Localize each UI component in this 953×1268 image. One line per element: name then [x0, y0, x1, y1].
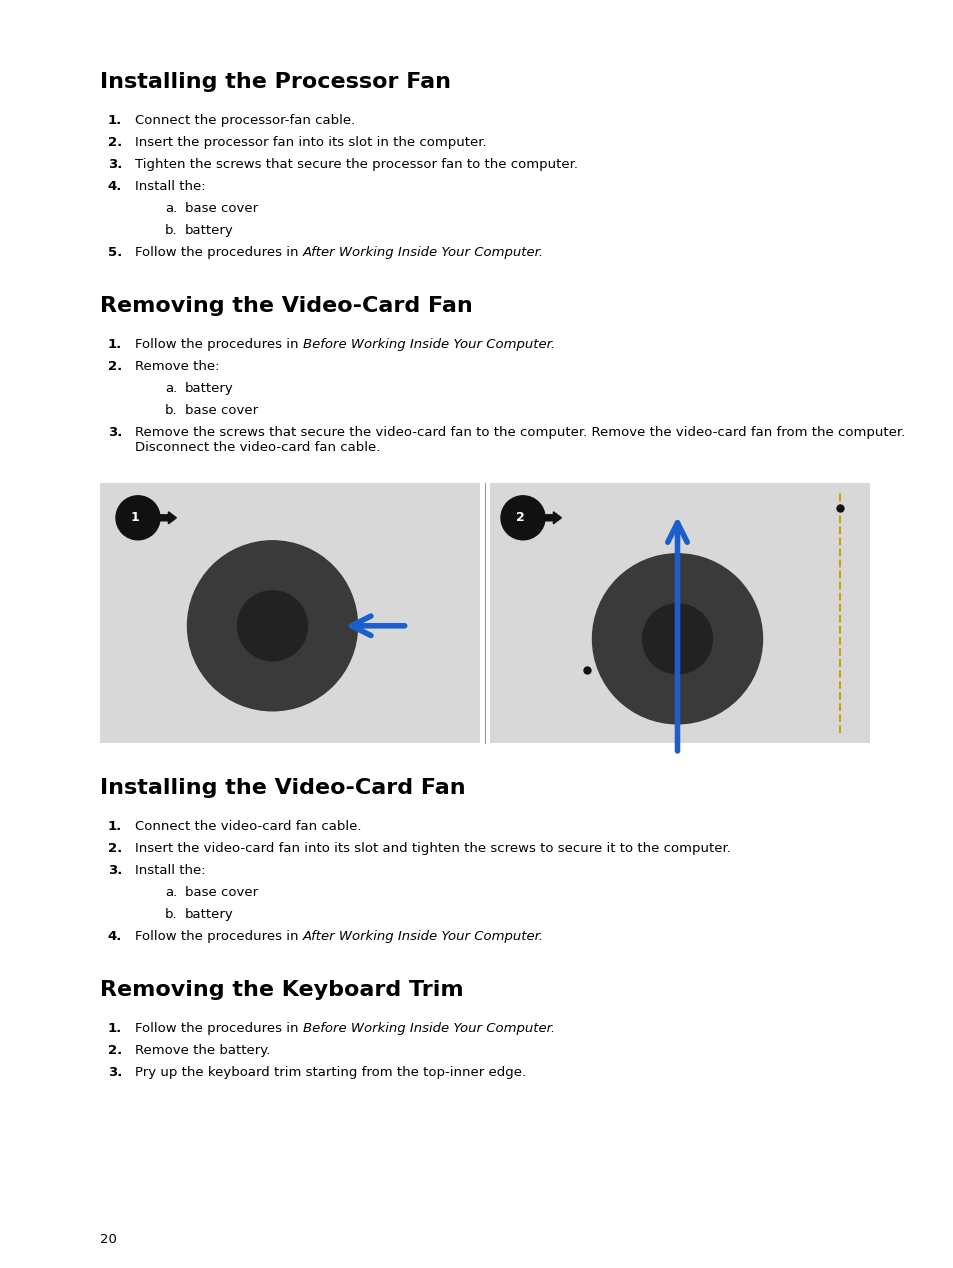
Text: Before Working Inside Your Computer.: Before Working Inside Your Computer.	[302, 339, 555, 351]
FancyBboxPatch shape	[100, 483, 479, 743]
Circle shape	[500, 496, 544, 540]
FancyArrow shape	[153, 512, 176, 524]
Text: Insert the video-card fan into its slot and tighten the screws to secure it to t: Insert the video-card fan into its slot …	[135, 842, 730, 855]
Text: 5.: 5.	[108, 246, 122, 259]
Text: 2.: 2.	[108, 136, 122, 150]
Text: Follow the procedures in: Follow the procedures in	[135, 929, 302, 943]
Text: Install the:: Install the:	[135, 180, 206, 193]
Text: Tighten the screws that secure the processor fan to the computer.: Tighten the screws that secure the proce…	[135, 158, 578, 171]
Text: 2.: 2.	[108, 1044, 122, 1056]
Text: a.: a.	[165, 886, 177, 899]
FancyArrow shape	[537, 512, 560, 524]
Text: Follow the procedures in: Follow the procedures in	[135, 339, 302, 351]
Circle shape	[188, 540, 357, 711]
Text: Before Working Inside Your Computer.: Before Working Inside Your Computer.	[302, 1022, 555, 1035]
Text: Connect the video-card fan cable.: Connect the video-card fan cable.	[135, 820, 361, 833]
Text: 3.: 3.	[108, 864, 122, 876]
Text: 1.: 1.	[108, 820, 122, 833]
Text: b.: b.	[164, 404, 177, 417]
Text: Installing the Processor Fan: Installing the Processor Fan	[100, 72, 451, 93]
Text: battery: battery	[185, 224, 233, 237]
Circle shape	[641, 604, 712, 673]
Text: After Working Inside Your Computer.: After Working Inside Your Computer.	[302, 246, 543, 259]
Text: 1.: 1.	[108, 339, 122, 351]
Text: 4.: 4.	[108, 929, 122, 943]
Text: 2.: 2.	[108, 360, 122, 373]
Text: 20: 20	[100, 1232, 117, 1246]
Text: After Working Inside Your Computer.: After Working Inside Your Computer.	[302, 929, 543, 943]
Text: Insert the processor fan into its slot in the computer.: Insert the processor fan into its slot i…	[135, 136, 486, 150]
Text: Removing the Video-Card Fan: Removing the Video-Card Fan	[100, 295, 473, 316]
Text: Follow the procedures in: Follow the procedures in	[135, 1022, 302, 1035]
Text: battery: battery	[185, 908, 233, 921]
Circle shape	[116, 496, 160, 540]
Text: 2.: 2.	[108, 842, 122, 855]
Text: 1.: 1.	[108, 114, 122, 127]
Text: Remove the battery.: Remove the battery.	[135, 1044, 270, 1056]
Text: Installing the Video-Card Fan: Installing the Video-Card Fan	[100, 777, 465, 798]
Text: b.: b.	[164, 908, 177, 921]
Text: 1.: 1.	[108, 1022, 122, 1035]
Text: base cover: base cover	[185, 404, 258, 417]
FancyBboxPatch shape	[490, 483, 869, 743]
Text: Remove the screws that secure the video-card fan to the computer. Remove the vid: Remove the screws that secure the video-…	[135, 426, 904, 454]
Text: Connect the processor-fan cable.: Connect the processor-fan cable.	[135, 114, 355, 127]
Text: Follow the procedures in: Follow the procedures in	[135, 246, 302, 259]
Text: 1: 1	[131, 511, 139, 524]
Text: Remove the:: Remove the:	[135, 360, 219, 373]
Text: b.: b.	[164, 224, 177, 237]
Text: Pry up the keyboard trim starting from the top-inner edge.: Pry up the keyboard trim starting from t…	[135, 1066, 525, 1079]
Text: base cover: base cover	[185, 202, 258, 216]
Text: base cover: base cover	[185, 886, 258, 899]
Text: Removing the Keyboard Trim: Removing the Keyboard Trim	[100, 980, 463, 999]
Text: a.: a.	[165, 382, 177, 396]
Text: 3.: 3.	[108, 158, 122, 171]
Circle shape	[592, 554, 761, 724]
Text: a.: a.	[165, 202, 177, 216]
Text: Install the:: Install the:	[135, 864, 206, 876]
Text: battery: battery	[185, 382, 233, 396]
Text: 3.: 3.	[108, 1066, 122, 1079]
Text: 3.: 3.	[108, 426, 122, 439]
Text: 2: 2	[515, 511, 524, 524]
Circle shape	[237, 591, 307, 661]
Text: 4.: 4.	[108, 180, 122, 193]
